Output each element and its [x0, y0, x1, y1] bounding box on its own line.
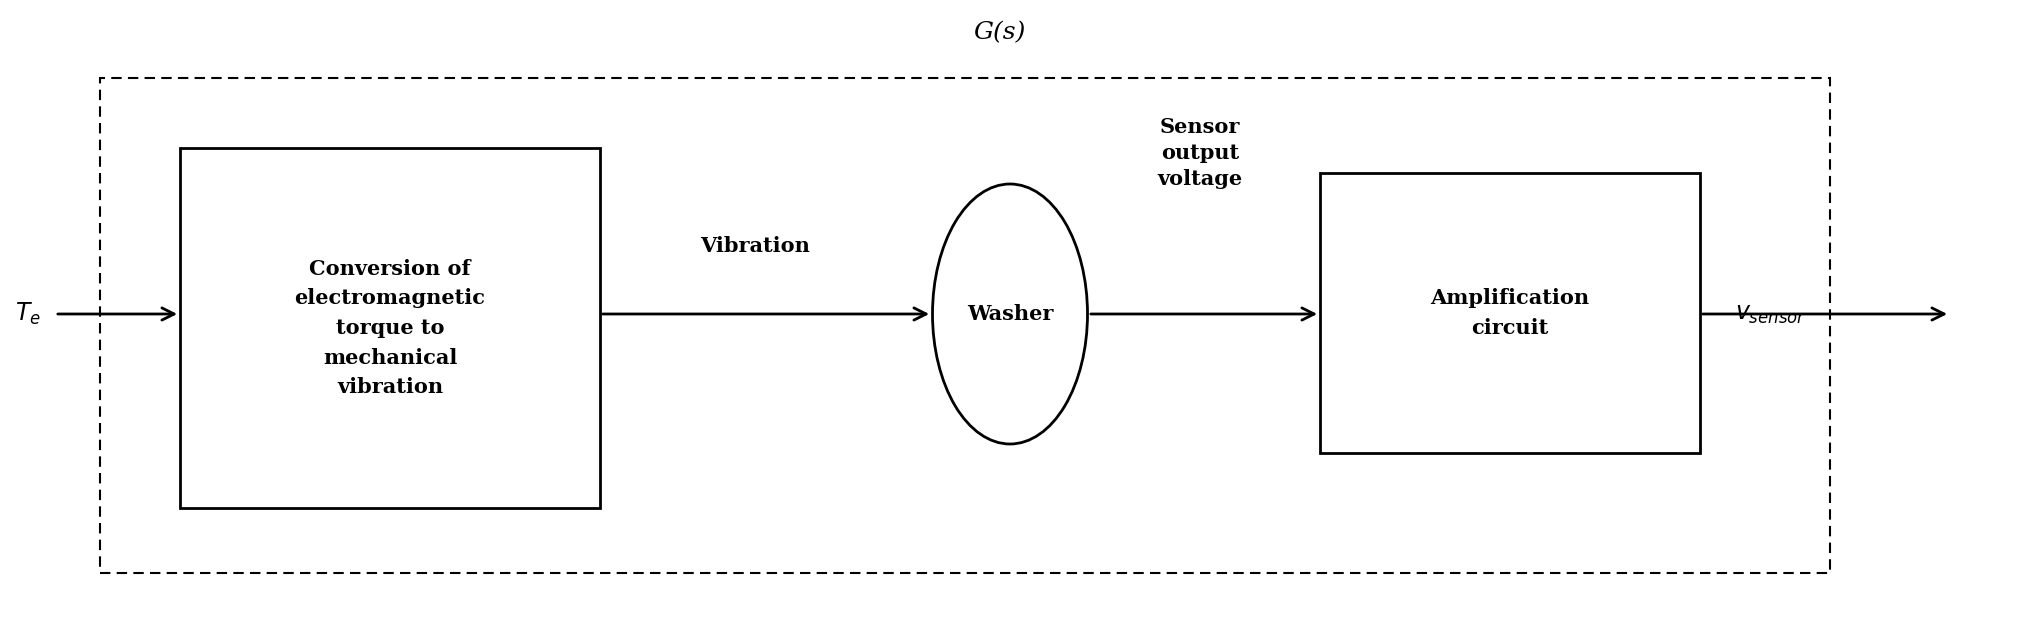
Text: Washer: Washer [966, 304, 1053, 324]
Bar [180, 148, 599, 508]
Bar [99, 78, 1831, 573]
Text: $T_e$: $T_e$ [14, 301, 40, 327]
Text: Sensor
output
voltage: Sensor output voltage [1158, 117, 1243, 190]
Text: Vibration: Vibration [701, 236, 810, 256]
Text: Amplification
circuit: Amplification circuit [1430, 288, 1590, 338]
Bar [1320, 173, 1701, 453]
Text: $v_{sensor}$: $v_{sensor}$ [1735, 303, 1806, 325]
Text: G(s): G(s) [974, 21, 1027, 45]
Text: Conversion of
electromagnetic
torque to
mechanical
vibration: Conversion of electromagnetic torque to … [294, 259, 486, 397]
